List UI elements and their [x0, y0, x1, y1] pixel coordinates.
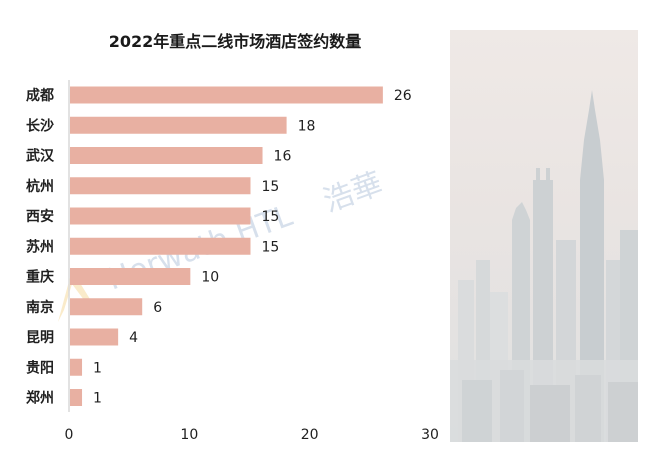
bar [70, 298, 143, 316]
category-label: 贵阳 [26, 359, 54, 376]
bar [70, 86, 383, 104]
bar [70, 147, 263, 164]
category-label: 重庆 [26, 269, 54, 286]
x-tick-label: 0 [65, 427, 74, 443]
value-label: 18 [298, 118, 316, 134]
city-skyline-photo [450, 30, 638, 442]
value-label: 15 [262, 239, 280, 255]
value-label: 4 [129, 330, 138, 346]
bar [70, 389, 83, 406]
bar [70, 116, 287, 134]
bar [70, 177, 251, 195]
watermark-chinese-text: 浩華 [319, 166, 387, 219]
bar [70, 328, 119, 346]
value-label: 1 [93, 391, 102, 407]
value-label: 15 [262, 209, 280, 225]
bar [70, 207, 251, 225]
value-label: 16 [274, 149, 292, 165]
category-label: 苏州 [26, 238, 54, 255]
bar [70, 358, 83, 376]
category-label: 南京 [26, 299, 54, 316]
category-label: 杭州 [26, 178, 54, 195]
category-label: 武汉 [26, 148, 55, 165]
value-label: 15 [262, 179, 280, 195]
value-label: 10 [201, 270, 219, 286]
value-label: 26 [394, 88, 412, 104]
value-label: 6 [153, 300, 162, 316]
category-label: 长沙 [26, 117, 54, 134]
x-tick-label: 20 [301, 427, 319, 443]
value-label: 1 [93, 360, 102, 376]
bar [70, 268, 191, 285]
bar [70, 237, 251, 255]
x-tick-label: 30 [421, 427, 439, 443]
category-label: 西安 [26, 208, 54, 225]
category-label: 昆明 [26, 330, 54, 346]
chart-title: 2022年重点二线市场酒店签约数量 [108, 32, 362, 51]
x-tick-label: 10 [180, 427, 198, 443]
category-label: 成都 [26, 87, 54, 104]
category-label: 郑州 [26, 390, 54, 407]
